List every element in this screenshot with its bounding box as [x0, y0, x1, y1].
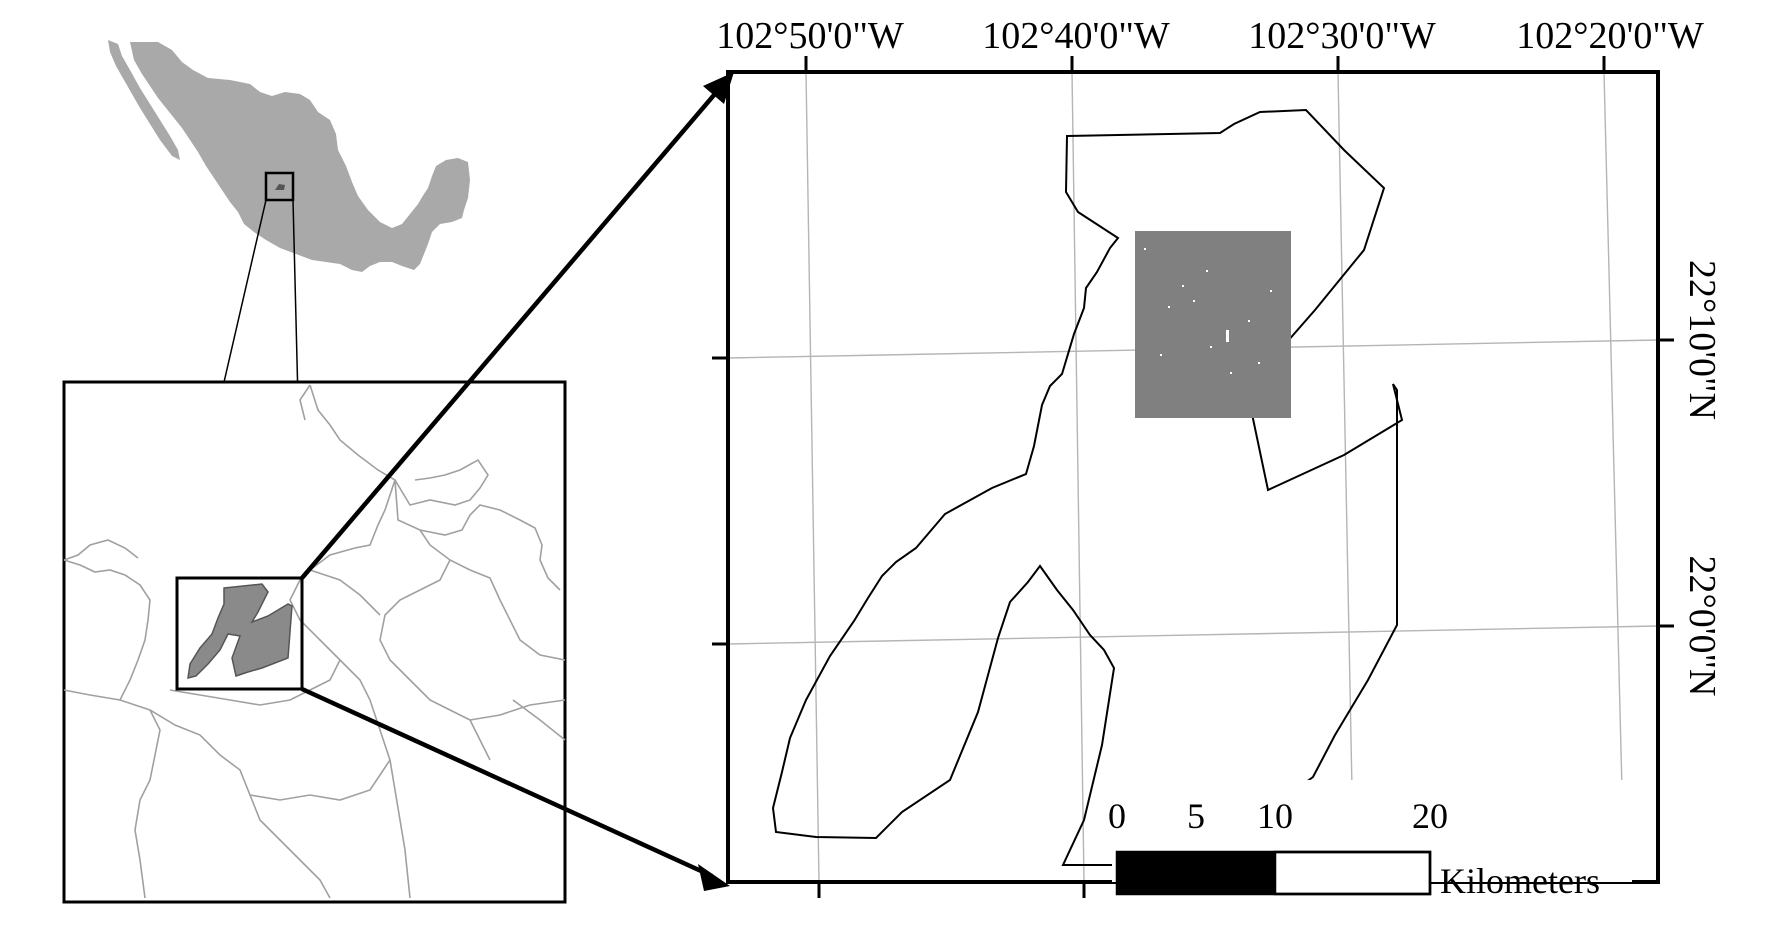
graticule-lines — [727, 71, 1659, 883]
scale-tick-0: 0 — [1108, 796, 1126, 836]
scale-tick-10: 10 — [1257, 796, 1293, 836]
zoom-arrowhead-bottom — [698, 864, 730, 891]
longitude-label-3: 102°30'0"W — [1248, 15, 1436, 57]
meridian-line-3 — [1337, 71, 1353, 791]
study-plot-speckles — [1144, 248, 1272, 374]
zoom-connector-bottom — [301, 686, 713, 879]
detail-map: 102°50'0"W 102°40'0"W 102°30'0"W 102°20'… — [712, 15, 1723, 898]
regional-zoom-box — [175, 576, 304, 691]
scale-bar-filled-segment — [1117, 852, 1275, 894]
state-boundaries — [63, 384, 566, 899]
mexico-locator-box — [264, 171, 295, 202]
scale-bar-empty-segment — [1273, 850, 1432, 896]
regional-map-frame — [62, 380, 567, 904]
scale-tick-5: 5 — [1187, 796, 1205, 836]
longitude-label-4: 102°20'0"W — [1516, 15, 1704, 57]
scale-unit-label: Kilometers — [1440, 861, 1600, 901]
scale-tick-20: 20 — [1412, 796, 1448, 836]
latitude-label-2: 22°0'0"N — [1681, 556, 1723, 697]
zoom-connector-top — [300, 86, 722, 580]
meridian-line-2 — [1071, 71, 1085, 883]
detail-map-frame — [726, 70, 1660, 884]
study-area-regional-shape — [187, 583, 293, 679]
scale-bar-outline — [1115, 850, 1432, 896]
baja-california-shape — [108, 40, 180, 160]
study-area-outline — [771, 108, 1404, 866]
frame-ticks — [712, 56, 1674, 898]
study-plot-rectangle — [1135, 231, 1291, 418]
parallel-line-2 — [727, 625, 1659, 645]
study-area-thumbnail — [275, 184, 285, 190]
latitude-label-1: 22°10'0"N — [1681, 260, 1723, 420]
mexico-mainland-shape — [130, 42, 470, 272]
longitude-label-1: 102°50'0"W — [716, 15, 904, 57]
meridian-line-1 — [805, 71, 820, 883]
scale-bar: 0 5 10 20 Kilometers — [1108, 780, 1632, 901]
regional-map — [62, 380, 567, 904]
longitude-label-2: 102°40'0"W — [982, 15, 1170, 57]
meridian-line-4 — [1603, 71, 1623, 791]
